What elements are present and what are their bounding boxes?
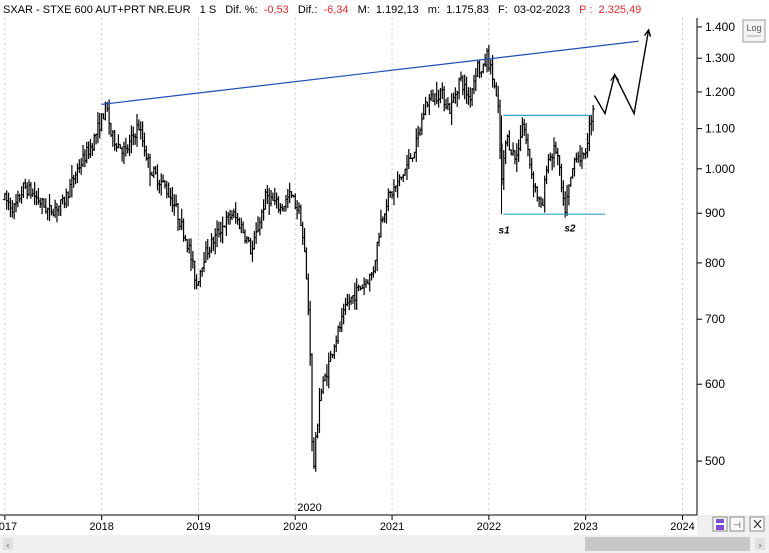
y-tick-label: 1.100 — [705, 122, 735, 136]
y-tick-label: 500 — [705, 454, 725, 468]
save-icon — [716, 519, 724, 523]
year-marker-label: 2020 — [297, 502, 321, 514]
x-tick-label: 2023 — [573, 521, 597, 533]
x-axis-ticks: 2017 2018 2019 2020 2021 2022 2023 2024 — [0, 515, 695, 533]
y-tick-label: 900 — [705, 206, 725, 220]
header-min-label: m: — [428, 4, 440, 16]
log-toggle-label: Log — [746, 23, 761, 33]
y-axis-ticks: 1.400 1.300 1.200 1.100 1.000 900 800 700 600 500 — [697, 20, 735, 468]
trendline — [101, 40, 639, 105]
header-dif-pct: -0,53 — [264, 4, 289, 16]
header-interval: 1 S — [200, 4, 217, 16]
scrollbar-thumb[interactable] — [585, 537, 750, 551]
x-tick-label: 2017 — [0, 521, 17, 533]
horizontal-scrollbar[interactable]: ‹ › — [0, 535, 769, 553]
ohlc-bar — [591, 104, 596, 132]
y-tick-label: 1.000 — [705, 162, 735, 176]
annotation-label: s2 — [564, 223, 576, 234]
header-dif-pct-label: Dif. %: — [225, 4, 257, 16]
header-fecha: 03-02-2023 — [514, 4, 570, 16]
annotation-label: s1 — [499, 225, 511, 236]
x-tick-label: 2018 — [89, 521, 113, 533]
log-toggle-button[interactable]: Log — [742, 19, 766, 43]
header-symbol: SXAR - STXE 600 AUT+PRT NR.EUR — [3, 4, 191, 16]
projection-mid-arrowhead — [610, 73, 620, 82]
y-tick-label: 800 — [705, 256, 725, 270]
projection-arrowhead — [643, 28, 652, 37]
header-dif-label: Dif.: — [298, 4, 318, 16]
svg-text:›: › — [759, 540, 762, 550]
x-tick-label: 2020 — [283, 521, 307, 533]
x-tick-label: 2021 — [380, 521, 404, 533]
x-tick-label: 2022 — [477, 521, 501, 533]
x-tick-label: 2019 — [186, 521, 210, 533]
header-max-label: M: — [358, 4, 370, 16]
plot-area — [0, 18, 697, 514]
y-tick-label: 700 — [705, 312, 725, 326]
chart-header: SXAR - STXE 600 AUT+PRT NR.EUR 1 S Dif. … — [3, 4, 641, 16]
y-tick-label: 1.300 — [705, 51, 735, 65]
y-tick-label: 1.200 — [705, 85, 735, 99]
price-bars — [2, 45, 596, 472]
header-precio-label: P : — [579, 4, 592, 16]
svg-text:‹: ‹ — [7, 540, 10, 550]
header-min: 1.175,83 — [446, 4, 489, 16]
scroll-left-arrow[interactable] — [3, 538, 13, 550]
x-tick-label: 2024 — [670, 521, 694, 533]
header-precio: 2.325,49 — [598, 4, 641, 16]
crosshair-button[interactable] — [749, 516, 765, 532]
header-max: 1.192,13 — [376, 4, 419, 16]
header-dif: -6,34 — [323, 4, 348, 16]
y-tick-label: 600 — [705, 377, 725, 391]
pin-button[interactable]: ⊣ — [729, 516, 745, 532]
header-fecha-label: F: — [498, 4, 508, 16]
pin-icon: ⊣ — [733, 520, 741, 530]
scroll-right-arrow[interactable] — [755, 538, 765, 550]
save-button[interactable] — [712, 516, 728, 532]
annotations-layer: s1 s2 — [101, 28, 652, 236]
y-tick-label: 1.400 — [705, 20, 735, 34]
